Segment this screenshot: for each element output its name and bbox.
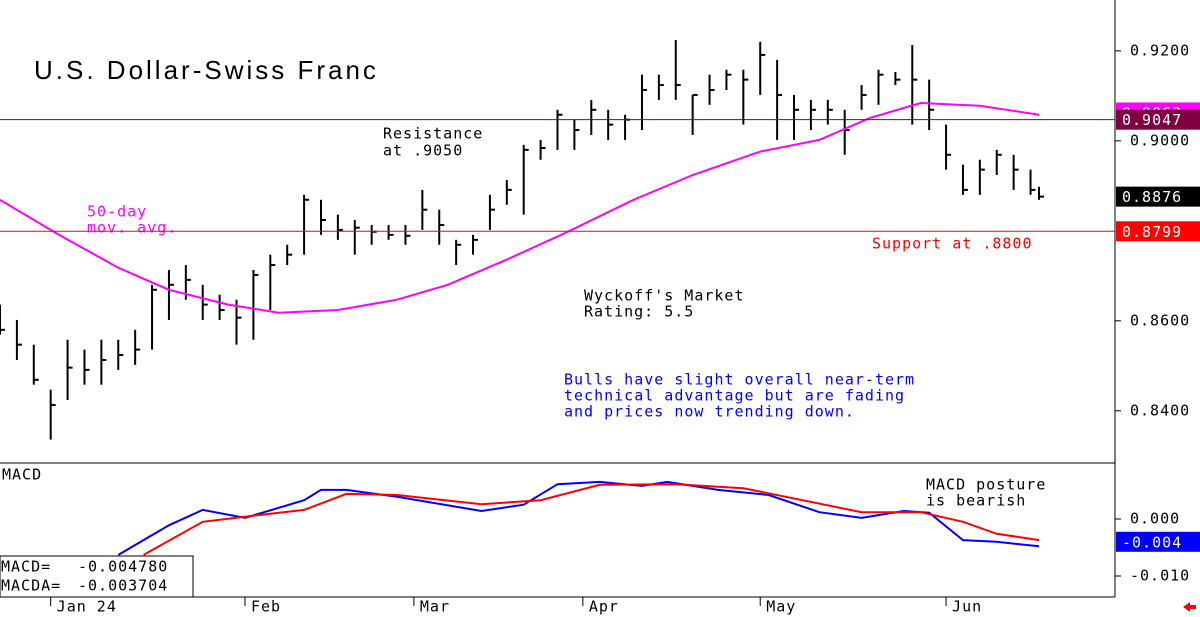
y-tick-label: 0.000 xyxy=(1130,509,1180,527)
x-tick-label: Mar xyxy=(420,598,450,616)
annotation: technical advantage but are fading xyxy=(564,387,905,405)
x-tick-label: Feb xyxy=(251,598,281,616)
chart-title: U.S. Dollar-Swiss Franc xyxy=(34,55,379,85)
macd-line xyxy=(143,483,1040,556)
price-box-label: -0.004 xyxy=(1122,533,1182,551)
y-tick-label: 0.8400 xyxy=(1130,401,1190,419)
annotation: Wyckoff's Market xyxy=(584,287,745,305)
x-tick-label: May xyxy=(766,598,796,616)
x-tick-label: Apr xyxy=(589,598,619,616)
y-tick-label: -0.010 xyxy=(1130,567,1190,585)
ma-label: 50-day xyxy=(87,203,147,221)
ma-label: mov. avg. xyxy=(87,219,177,237)
annotation: Support at .8800 xyxy=(872,235,1033,253)
y-tick-label: 0.9000 xyxy=(1130,131,1190,149)
price-box-label: 0.8876 xyxy=(1122,188,1182,206)
price-box xyxy=(1116,109,1200,130)
y-tick-label: 0.8600 xyxy=(1130,311,1190,329)
annotation: MACD posture xyxy=(926,476,1046,494)
annotation: is bearish xyxy=(926,492,1026,510)
readout-label: MACD= xyxy=(1,558,51,576)
y-tick-label: 0.9200 xyxy=(1130,41,1190,59)
price-box-label: 0.8799 xyxy=(1122,223,1182,241)
x-tick-label: Jan 24 xyxy=(57,598,117,616)
annotation: and prices now trending down. xyxy=(564,403,855,421)
x-tick-label: Jun xyxy=(952,598,982,616)
price-box xyxy=(1116,531,1200,552)
price-box xyxy=(1116,186,1200,207)
annotation: Resistance xyxy=(383,125,483,143)
annotation: Bulls have slight overall near-term xyxy=(564,371,915,389)
readout-label: MACDA= xyxy=(1,577,61,595)
annotation: at .9050 xyxy=(383,142,463,160)
readout-box xyxy=(0,555,194,598)
scroll-arrow[interactable] xyxy=(1183,602,1196,612)
panel-title: MACD xyxy=(2,466,42,484)
price-box-label: 0.9047 xyxy=(1122,111,1182,129)
price-box xyxy=(1116,221,1200,242)
readout-value: -0.004780 xyxy=(78,558,168,576)
annotation: Rating: 5.5 xyxy=(584,303,694,321)
moving-average xyxy=(0,101,1040,314)
readout-value: -0.003704 xyxy=(78,577,168,595)
